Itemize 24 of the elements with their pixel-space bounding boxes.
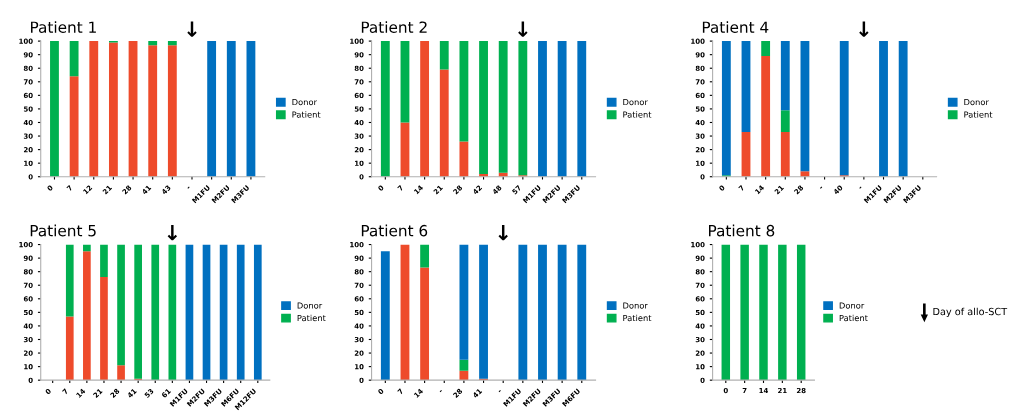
- chart-title: Patient 5: [30, 224, 96, 237]
- legend-label: Patient: [839, 314, 868, 322]
- annotation: ↓: [518, 21, 528, 37]
- text: ↓: [187, 21, 197, 37]
- legend-label: Patient: [964, 111, 993, 118]
- legend-label: Donor: [292, 99, 317, 106]
- text: Day of allo-SCT: [933, 307, 1008, 318]
- chart-title: Patient 2: [361, 21, 427, 33]
- chart-title: Patient 1: [31, 21, 96, 33]
- chart-title: Patient 4: [702, 21, 769, 33]
- text: ↓: [859, 21, 869, 37]
- chart-title: Patient 8: [709, 224, 775, 237]
- annotation: ↓: [167, 225, 178, 241]
- chart-title: Patient 6: [361, 224, 428, 237]
- legend-label: Patient: [292, 111, 321, 118]
- legend-label: Donor: [623, 99, 648, 106]
- legend-label: Patient: [297, 314, 326, 322]
- legend-label: Donor: [839, 302, 865, 309]
- legend-label: Donor: [623, 302, 648, 309]
- text: ↓: [498, 225, 508, 241]
- legend-label: Patient: [623, 314, 652, 322]
- legend-label: Patient: [623, 111, 652, 118]
- legend-label: Donor: [297, 302, 323, 309]
- legend-label: Donor: [964, 99, 989, 106]
